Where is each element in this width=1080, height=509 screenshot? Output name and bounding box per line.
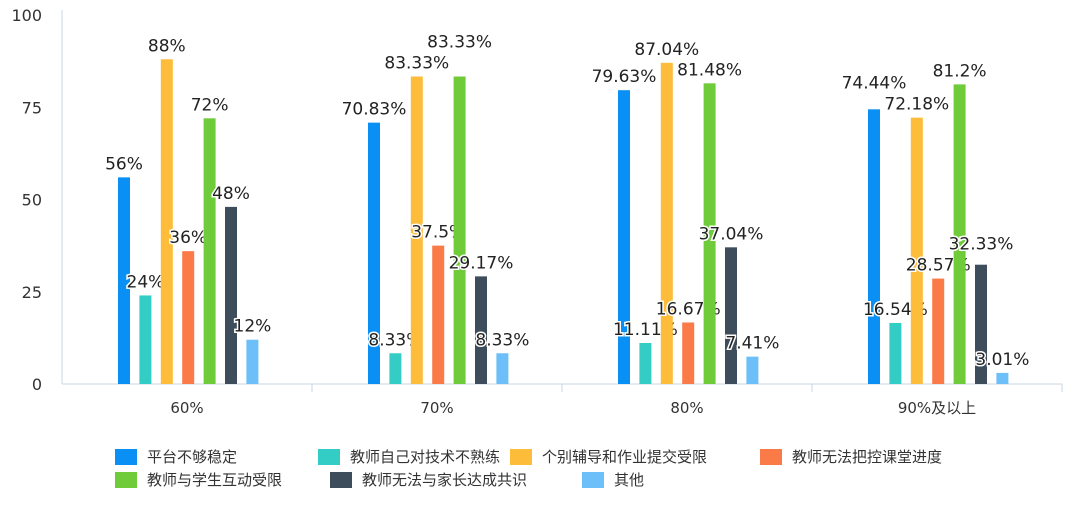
legend-item[interactable]: 其他 (582, 469, 644, 490)
data-label: 81.2% (933, 61, 987, 81)
bar (953, 84, 966, 384)
legend-swatch (510, 448, 532, 465)
data-label: 48% (212, 184, 250, 204)
y-tick-label: 25 (22, 283, 42, 302)
legend-item[interactable]: 教师与学生互动受限 (115, 469, 282, 490)
x-tick-label: 70% (420, 399, 453, 417)
x-tick-label: 60% (170, 399, 203, 417)
x-tick-label: 90%及以上 (898, 399, 976, 417)
data-label: 37.04% (699, 224, 764, 244)
legend-label: 教师无法与家长达成共识 (362, 471, 528, 489)
bar (139, 295, 152, 384)
y-tick-label: 50 (22, 191, 42, 210)
bar (703, 83, 716, 384)
bar (432, 245, 445, 384)
bar (496, 353, 509, 384)
data-label: 88% (148, 36, 186, 56)
data-label: 83.33% (384, 54, 449, 74)
data-label: 72% (191, 95, 229, 115)
legend-label: 教师自己对技术不熟练 (350, 448, 501, 466)
data-label: 12% (234, 317, 272, 337)
bar (453, 76, 466, 384)
bar (118, 177, 130, 384)
y-tick-label: 100 (11, 6, 42, 25)
bar (182, 251, 195, 384)
data-label: 36% (169, 228, 207, 248)
bar (868, 109, 880, 384)
bar (746, 356, 759, 384)
legend-label: 教师无法把控课堂进度 (792, 448, 943, 466)
legend-label: 平台不够稳定 (147, 448, 238, 466)
data-label: 7.41% (725, 334, 779, 354)
data-label: 79.63% (592, 67, 657, 87)
bar (225, 206, 237, 384)
data-label: 3.01% (975, 350, 1029, 370)
bar (246, 339, 259, 384)
data-label: 72.18% (884, 95, 949, 115)
data-label: 81.48% (677, 60, 742, 80)
legend-label: 教师与学生互动受限 (147, 471, 283, 489)
bar (660, 62, 673, 385)
bar (475, 276, 487, 384)
legend-item[interactable]: 教师无法把控课堂进度 (760, 446, 942, 467)
data-label: 37.5% (411, 223, 465, 243)
data-label: 70.83% (342, 100, 407, 120)
bar (682, 322, 695, 384)
legend-item[interactable]: 教师自己对技术不熟练 (318, 446, 500, 467)
data-label: 8.33% (475, 330, 529, 350)
data-label: 83.33% (427, 33, 492, 53)
data-label: 32.33% (949, 235, 1014, 255)
bar (618, 90, 630, 385)
legend-swatch (330, 471, 352, 488)
y-tick-label: 75 (22, 98, 42, 117)
bar (996, 372, 1009, 384)
bar (932, 278, 945, 384)
legend-swatch (115, 471, 137, 488)
y-tick-label: 0 (32, 375, 42, 394)
bar (160, 59, 173, 384)
bar (410, 76, 423, 384)
legend-item[interactable]: 平台不够稳定 (115, 446, 237, 467)
bar (368, 122, 380, 384)
legend-label: 其他 (614, 471, 645, 489)
data-label: 56% (105, 154, 143, 174)
legend-swatch (760, 448, 782, 465)
legend-swatch (582, 471, 604, 488)
bar (975, 264, 987, 384)
bar (725, 247, 737, 384)
data-label: 87.04% (634, 40, 699, 60)
bar (889, 322, 902, 384)
legend-swatch (115, 448, 137, 465)
legend-item[interactable]: 个别辅导和作业提交受限 (510, 446, 707, 467)
legend-swatch (318, 448, 340, 465)
data-label: 24% (127, 272, 165, 292)
legend-item[interactable]: 教师无法与家长达成共识 (330, 469, 527, 490)
bar (203, 118, 216, 384)
legend-label: 个别辅导和作业提交受限 (542, 448, 708, 466)
bar (389, 353, 402, 384)
bar (910, 117, 923, 385)
bar (639, 343, 652, 384)
data-label: 74.44% (842, 74, 907, 94)
data-label: 8.33% (368, 330, 422, 350)
data-label: 29.17% (449, 253, 514, 273)
x-tick-label: 80% (670, 399, 703, 417)
